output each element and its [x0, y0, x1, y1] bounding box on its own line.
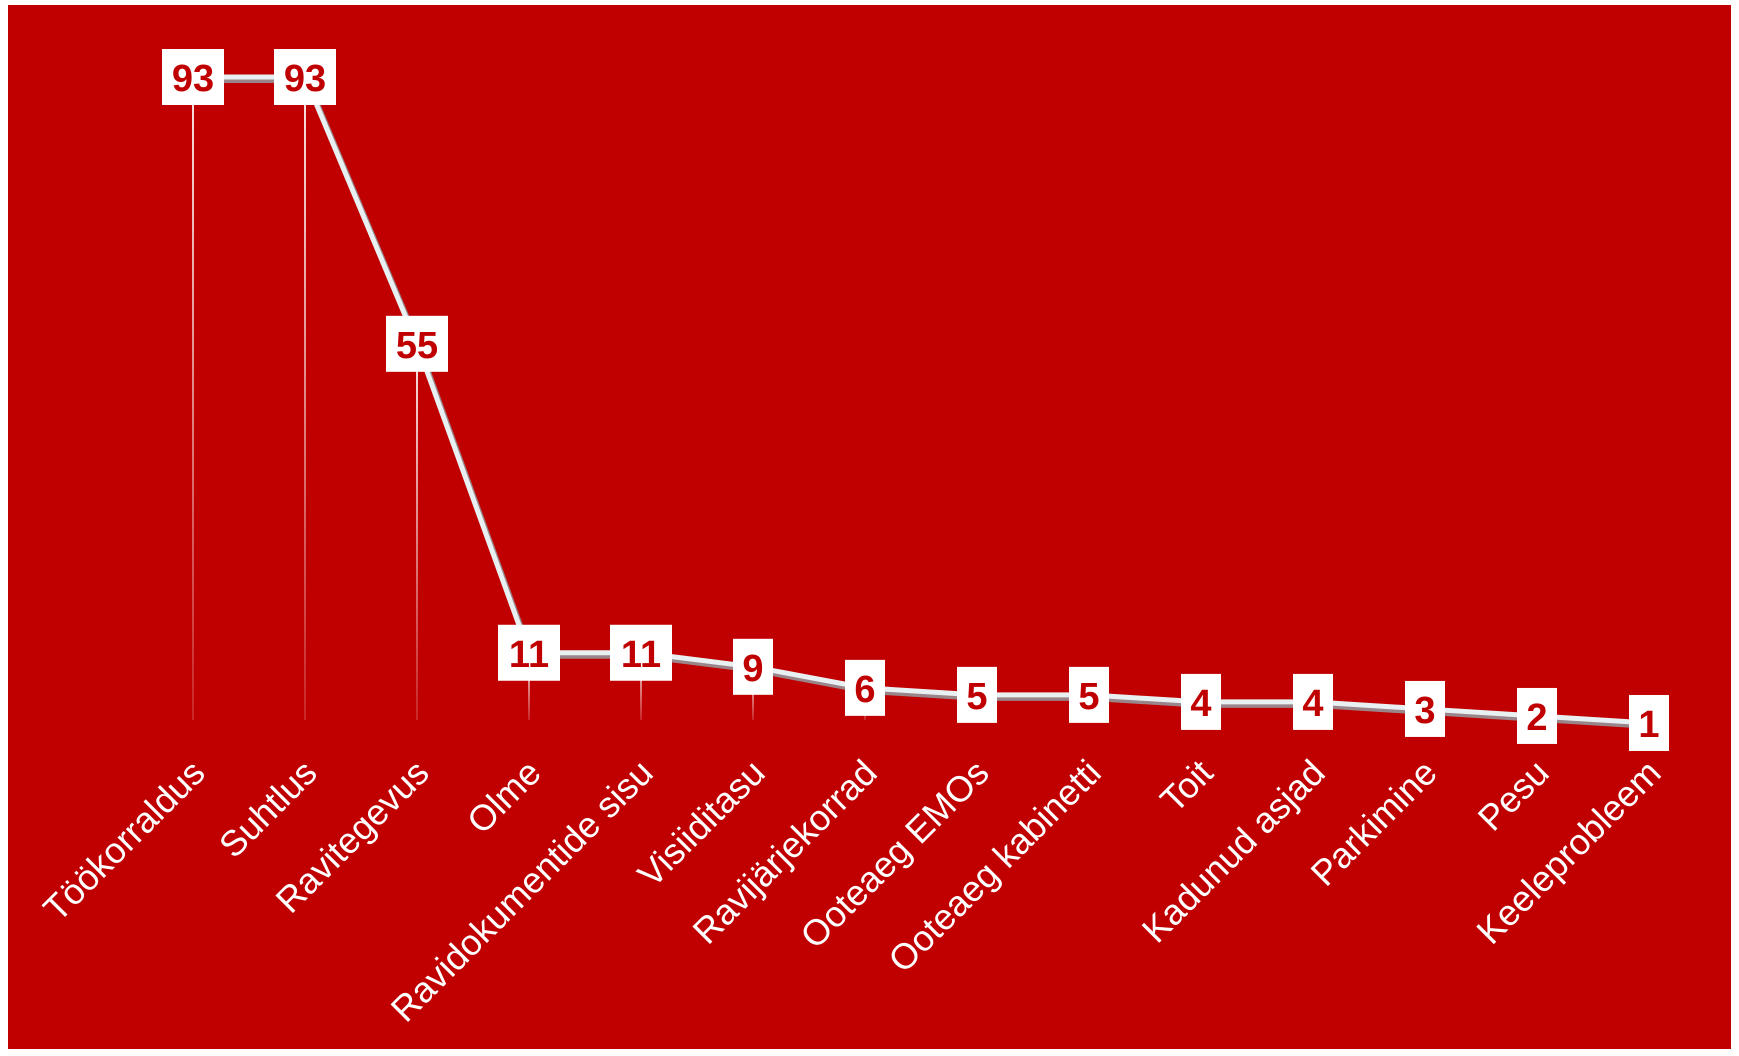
data-label: 5 — [1078, 676, 1099, 718]
drop-lines — [192, 77, 1538, 720]
data-label: 11 — [509, 634, 549, 676]
data-label-box — [1293, 673, 1333, 730]
data-label-box — [162, 49, 224, 105]
data-label-box — [386, 315, 448, 372]
data-label: 4 — [1190, 683, 1211, 725]
data-label: 9 — [742, 648, 763, 690]
series-line-shadow — [192, 77, 1654, 729]
category-label: Ooteaeg kabinetti — [880, 752, 1109, 981]
drop-line — [304, 77, 306, 720]
drop-line — [192, 77, 194, 720]
data-label: 11 — [621, 634, 661, 676]
series-line — [190, 74, 1652, 726]
data-label-box — [845, 659, 885, 716]
data-label-box — [274, 49, 336, 105]
data-label-box — [1405, 680, 1445, 737]
data-label: 2 — [1526, 697, 1547, 739]
data-label-box — [610, 624, 672, 681]
data-label-box — [733, 638, 773, 695]
data-label: 93 — [284, 58, 326, 100]
category-label: Ooteaeg EMOs — [792, 752, 996, 956]
data-label-box — [1629, 694, 1669, 751]
series-line-group — [190, 74, 1654, 729]
data-label-box — [1069, 666, 1109, 723]
data-label: 4 — [1302, 683, 1323, 725]
category-label: Pesu — [1470, 752, 1557, 839]
data-label: 1 — [1638, 704, 1659, 746]
data-label-box — [498, 624, 560, 681]
data-label: 5 — [966, 676, 987, 718]
category-label: Toit — [1152, 752, 1221, 821]
data-label-box — [957, 666, 997, 723]
drop-line — [416, 343, 418, 720]
chart-area: 93 93 55 11 11 9 6 5 5 4 4 3 2 1 Töökorraldus Suhtlus R… — [8, 5, 1731, 1049]
data-label: 93 — [172, 58, 214, 100]
drop-line — [640, 652, 642, 720]
category-label: Töökorraldus — [35, 752, 213, 930]
drop-line — [528, 652, 530, 720]
data-label: 3 — [1414, 690, 1435, 732]
data-label: 6 — [854, 669, 875, 711]
data-label: 55 — [396, 325, 438, 367]
category-label: Olme — [459, 752, 549, 842]
category-label: Suhtlus — [211, 752, 325, 866]
data-label-box — [1181, 673, 1221, 730]
data-label-box — [1517, 687, 1557, 744]
